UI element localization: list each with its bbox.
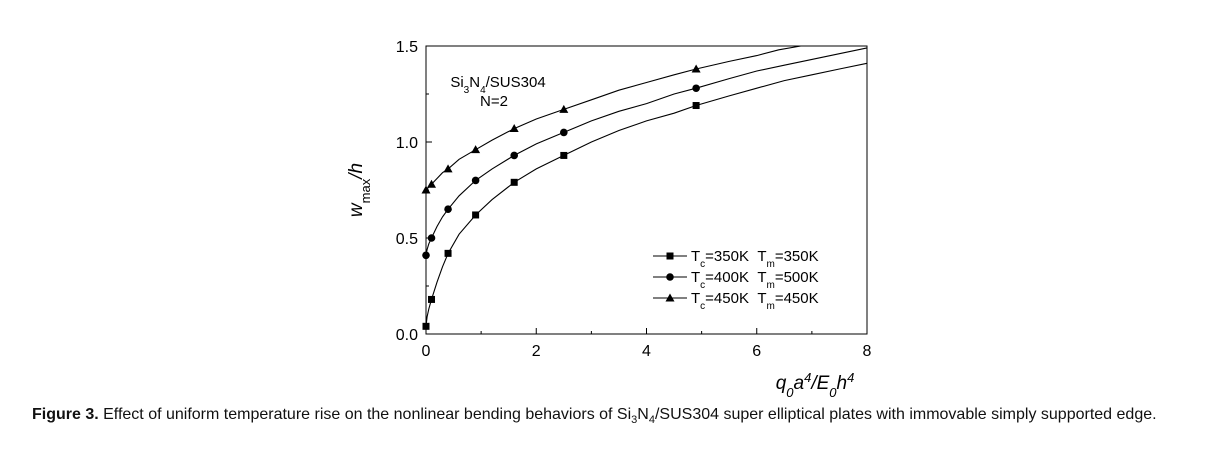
material-annotation: Si3N4/SUS304 <box>450 74 545 96</box>
legend-entry: Tc=450K Tm=450K <box>691 290 819 312</box>
series-curves <box>425 45 868 327</box>
series-triangle-point <box>421 185 431 194</box>
x-tick-label: 0 <box>422 343 431 360</box>
series-triangle-point <box>471 145 481 154</box>
caption-sub4: 4 <box>648 414 655 427</box>
series-triangle-point <box>427 179 437 188</box>
series-circle-point <box>444 205 452 213</box>
legend-marker <box>665 293 675 302</box>
axis-ticks <box>425 45 868 335</box>
x-tick-label: 2 <box>532 343 541 360</box>
x-tick-label: 8 <box>863 343 872 360</box>
series-circle-point <box>560 128 568 137</box>
x-tick-label: 4 <box>642 343 651 360</box>
x-axis-label: q0a4/E0h4 <box>776 370 855 400</box>
series-circle-point <box>471 176 480 185</box>
caption-text-a: Effect of uniform temperature rise on th… <box>98 406 632 423</box>
series-circle-point <box>422 251 430 260</box>
legend-entry: Tc=350K Tm=350K <box>691 248 819 270</box>
series-square-point <box>428 295 436 303</box>
y-tick-label: 0.0 <box>396 327 418 344</box>
series-circle-point <box>510 151 518 160</box>
x-tick-label: 6 <box>752 343 761 360</box>
series-square-point <box>472 211 480 219</box>
series-circle-point <box>692 84 700 93</box>
series-triangle-line <box>425 45 801 191</box>
caption-text-b: N <box>637 406 649 423</box>
series-square-point <box>444 249 452 257</box>
y-tick-label: 1.5 <box>396 39 418 56</box>
series-circle-point <box>427 234 436 242</box>
n-annotation: N=2 <box>480 93 508 110</box>
series-circle-line <box>425 47 868 256</box>
y-axis-label: wmax/h <box>346 163 373 217</box>
chart: 0 2 4 6 8 0.0 0.5 1.0 1.5 wmax/h q0a4/E0h4 Si3N4… <box>346 39 872 400</box>
series-markers <box>421 64 701 330</box>
caption-text-c: /SUS304 super elliptical plates with imm… <box>654 406 1157 423</box>
series-triangle-point <box>443 164 453 173</box>
series-square-point <box>422 322 430 330</box>
series-square-line <box>425 62 868 327</box>
legend-marker <box>666 252 674 260</box>
legend-entry: Tc=400K Tm=500K <box>691 269 819 291</box>
y-tick-label: 1.0 <box>396 135 418 152</box>
figure-caption: Figure 3. Effect of uniform temperature … <box>32 402 1222 433</box>
series-triangle-point <box>509 124 519 133</box>
series-square-point <box>692 102 700 110</box>
series-square-point <box>510 178 518 186</box>
caption-sub3: 3 <box>631 414 638 427</box>
caption-label: Figure 3. <box>32 406 99 423</box>
series-triangle-point <box>691 64 701 73</box>
y-tick-label: 0.5 <box>396 231 418 248</box>
axis-tick-labels: 0 2 4 6 8 0.0 0.5 1.0 1.5 <box>396 39 872 360</box>
series-triangle-point <box>559 104 569 113</box>
series-square-point <box>560 151 568 159</box>
legend-marker <box>666 273 674 281</box>
